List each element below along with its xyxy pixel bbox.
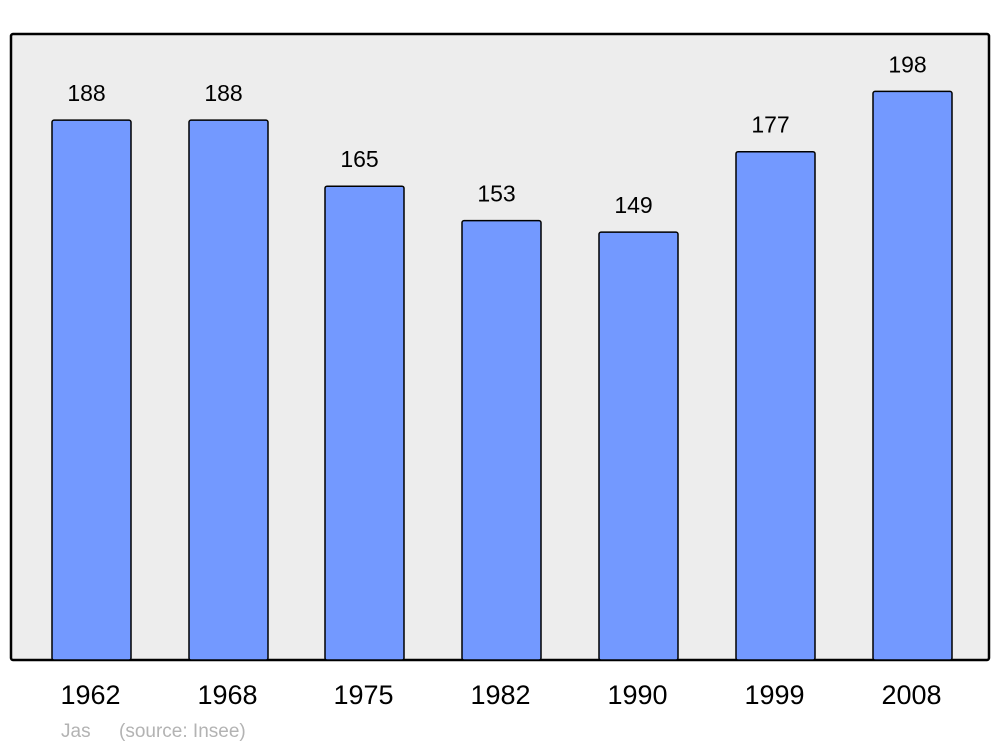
x-tick-label-1962: 1962	[60, 680, 120, 710]
data-label-1962: 188	[67, 80, 105, 106]
x-tick-label-2008: 2008	[881, 680, 941, 710]
bar-1990	[598, 231, 679, 661]
x-tick-label-1990: 1990	[607, 680, 667, 710]
x-tick-label-1968: 1968	[197, 680, 257, 710]
x-tick-label-1975: 1975	[333, 680, 393, 710]
data-label-1990: 149	[614, 192, 652, 218]
x-tick-label-1999: 1999	[744, 680, 804, 710]
data-label-1999: 177	[751, 112, 789, 138]
bar-1975	[324, 185, 405, 661]
data-label-1982: 153	[477, 181, 515, 207]
x-tick-label-1982: 1982	[470, 680, 530, 710]
data-label-1975: 165	[340, 146, 378, 172]
data-label-2008: 198	[888, 51, 926, 77]
footer-source: (source: Insee)	[119, 721, 246, 742]
bar-1962	[51, 119, 132, 661]
footer-commune: Jas	[61, 721, 91, 742]
bar-1982	[461, 219, 542, 661]
bar-1968	[188, 119, 269, 661]
data-label-1968: 188	[204, 80, 242, 106]
bar-1999	[735, 150, 816, 661]
bar-2008	[872, 90, 953, 661]
